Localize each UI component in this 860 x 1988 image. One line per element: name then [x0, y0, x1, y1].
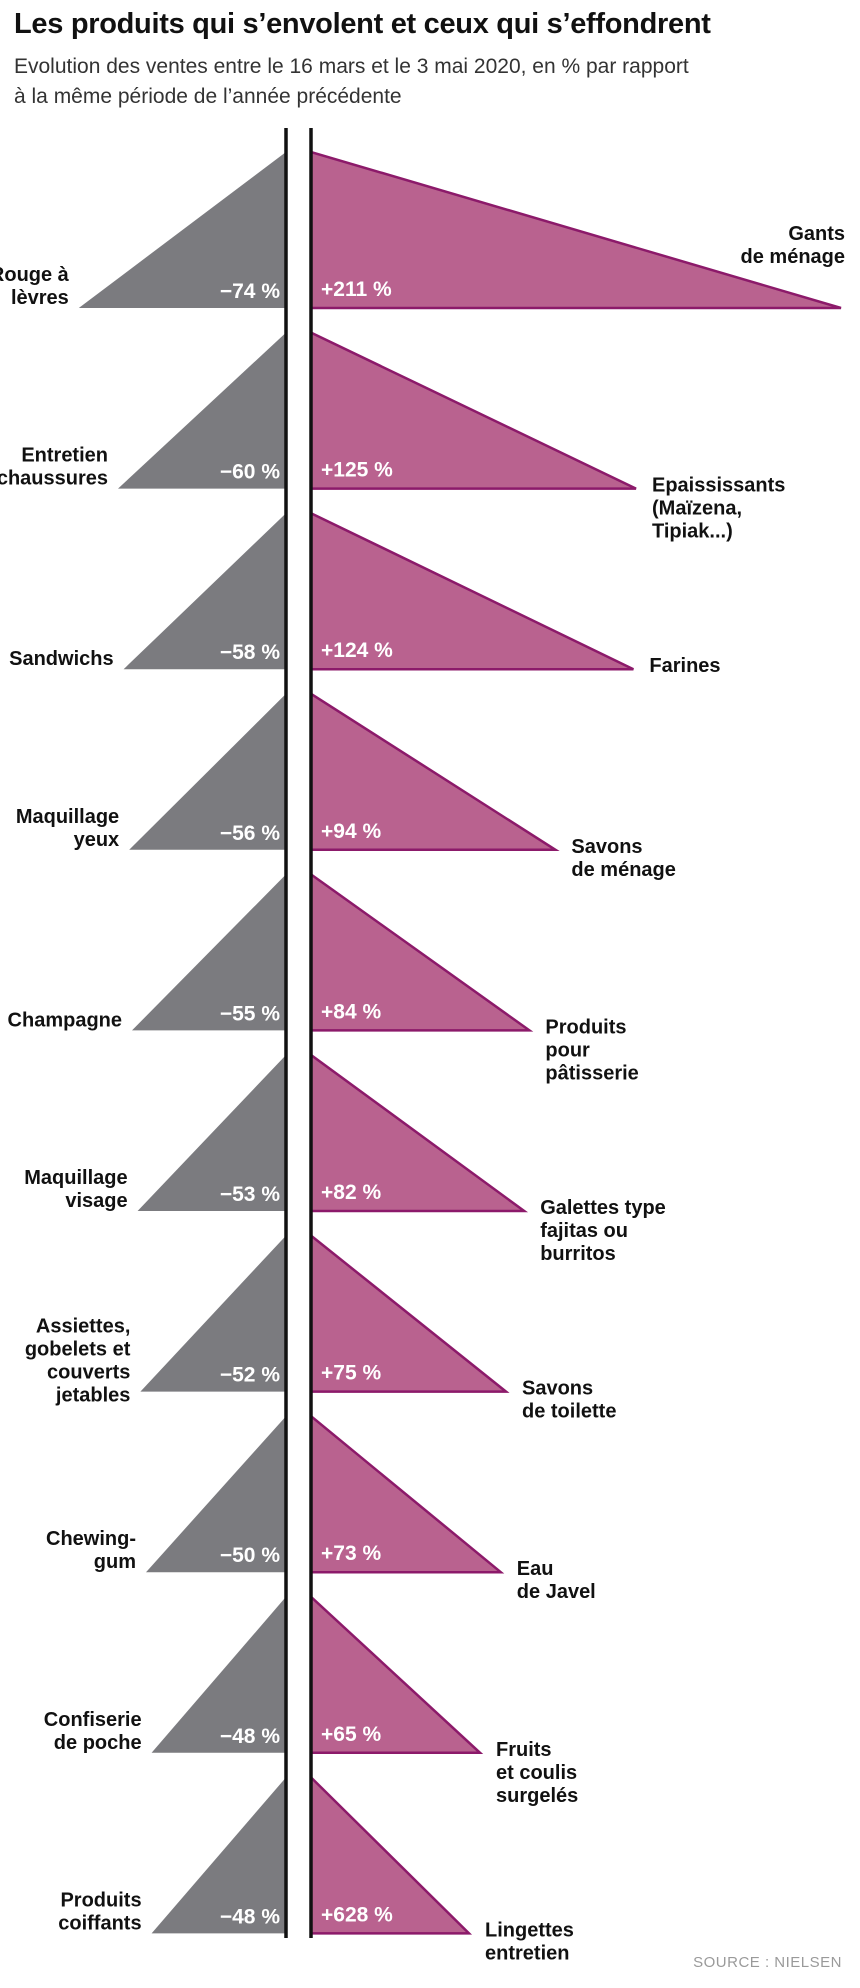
- growth-category-label: de ménage: [741, 246, 845, 268]
- decline-category-label: couverts: [47, 1362, 130, 1384]
- growth-category-label: Eau: [517, 1558, 554, 1580]
- growth-value-label: +75 %: [321, 1362, 381, 1385]
- growth-category-label: Tipiak...): [652, 521, 733, 543]
- decline-category-label: jetables: [55, 1385, 130, 1407]
- growth-value-label: +94 %: [321, 820, 381, 843]
- decline-category-label: Maquillage: [16, 806, 119, 828]
- growth-value-label: +628 %: [321, 1903, 393, 1926]
- growth-category-label: Farines: [649, 655, 720, 677]
- subtitle-line-2: à la même période de l’année précédente: [14, 85, 402, 108]
- growth-value-label: +73 %: [321, 1542, 381, 1565]
- decline-value-label: −48 %: [220, 1905, 280, 1928]
- decline-value-label: −50 %: [220, 1544, 280, 1567]
- growth-category-label: Epaississants: [652, 475, 785, 497]
- growth-category-label: surgelés: [496, 1785, 578, 1807]
- decline-value-label: −52 %: [220, 1364, 280, 1387]
- growth-category-label: Gants: [788, 223, 845, 245]
- growth-value-label: +82 %: [321, 1181, 381, 1204]
- decline-value-label: −74 %: [220, 280, 280, 303]
- growth-category-label: burritos: [540, 1243, 616, 1265]
- growth-category-label: de Javel: [517, 1581, 596, 1603]
- decline-triangle: [123, 513, 286, 670]
- decline-value-label: −48 %: [220, 1725, 280, 1748]
- growth-category-label: (Maïzena,: [652, 498, 742, 520]
- decline-value-label: −53 %: [220, 1183, 280, 1206]
- decline-triangle: [146, 1416, 286, 1573]
- growth-category-label: Lingettes: [485, 1919, 574, 1941]
- decline-category-label: Confiserie: [44, 1709, 142, 1731]
- growth-category-label: de toilette: [522, 1401, 616, 1423]
- growth-value-label: +125 %: [321, 459, 393, 482]
- decline-category-label: coiffants: [58, 1912, 141, 1934]
- decline-triangle: [151, 1596, 286, 1753]
- decline-value-label: −58 %: [220, 641, 280, 664]
- decline-triangle: [151, 1777, 286, 1934]
- decline-category-label: gum: [94, 1551, 136, 1573]
- growth-category-label: entretien: [485, 1942, 569, 1964]
- decline-category-label: visage: [65, 1190, 127, 1212]
- decline-category-label: chaussures: [0, 468, 108, 490]
- growth-value-label: +211 %: [321, 278, 392, 301]
- decline-value-label: −60 %: [220, 461, 280, 484]
- decline-category-label: Produits: [60, 1889, 141, 1911]
- source-credit: SOURCE : NIELSEN: [693, 1954, 842, 1971]
- decline-triangle: [78, 152, 286, 308]
- decline-category-label: Maquillage: [24, 1167, 127, 1189]
- decline-category-label: Chewing-: [46, 1528, 136, 1550]
- decline-triangle: [118, 332, 286, 489]
- decline-triangle: [132, 874, 286, 1031]
- decline-category-label: gobelets et: [25, 1339, 131, 1361]
- decline-category-label: Champagne: [8, 1009, 122, 1031]
- growth-category-label: pâtisserie: [545, 1062, 638, 1084]
- chart-subtitle: Evolution des ventes entre le 16 mars et…: [14, 52, 814, 112]
- decline-category-label: Sandwichs: [9, 648, 113, 670]
- growth-value-label: +84 %: [321, 1000, 381, 1023]
- decline-triangle: [137, 1055, 286, 1211]
- growth-category-label: fajitas ou: [540, 1220, 628, 1242]
- growth-category-label: Savons: [571, 836, 642, 858]
- decline-value-label: −55 %: [220, 1002, 280, 1025]
- chart-title: Les produits qui s’envolent et ceux qui …: [14, 8, 711, 40]
- growth-category-label: Produits: [545, 1016, 626, 1038]
- decline-category-label: Rouge à: [0, 264, 70, 286]
- growth-category-label: et coulis: [496, 1762, 577, 1784]
- growth-category-label: Galettes type: [540, 1197, 666, 1219]
- decline-category-label: de poche: [54, 1732, 142, 1754]
- subtitle-line-1: Evolution des ventes entre le 16 mars et…: [14, 55, 689, 78]
- growth-value-label: +124 %: [321, 639, 393, 662]
- decline-value-label: −56 %: [220, 822, 280, 845]
- growth-category-label: Fruits: [496, 1739, 552, 1761]
- growth-category-label: pour: [545, 1039, 590, 1061]
- growth-category-label: Savons: [522, 1378, 593, 1400]
- growth-value-label: +65 %: [321, 1723, 381, 1746]
- decline-category-label: Assiettes,: [36, 1316, 131, 1338]
- decline-triangle: [140, 1235, 286, 1392]
- decline-category-label: yeux: [74, 829, 120, 851]
- decline-category-label: Entretien: [21, 445, 108, 467]
- growth-category-label: de ménage: [571, 859, 675, 881]
- decline-triangle: [129, 693, 286, 850]
- decline-category-label: lèvres: [11, 287, 69, 309]
